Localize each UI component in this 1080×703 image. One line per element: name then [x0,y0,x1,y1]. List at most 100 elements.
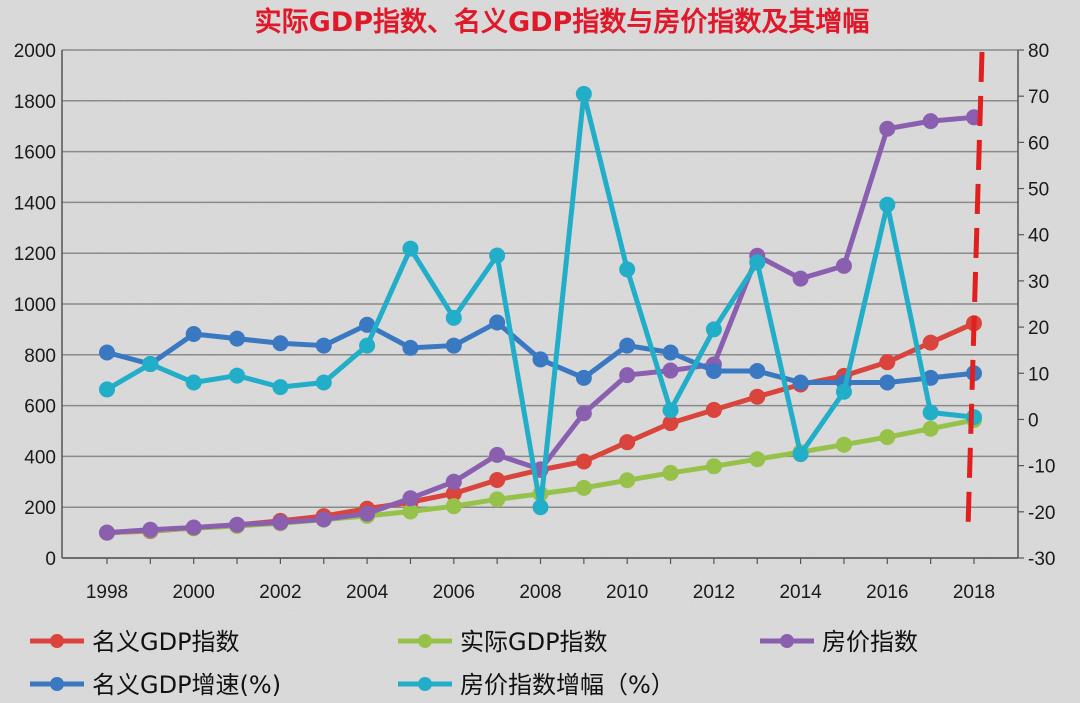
data-point [662,415,679,432]
data-point [402,490,419,507]
data-point [792,270,809,287]
data-point [662,464,679,481]
data-point [619,434,636,451]
data-point [879,354,896,371]
y-right-tick-label: 50 [1028,180,1049,201]
x-tick-label: 2010 [606,582,648,603]
data-point [489,247,506,264]
y-left-tick-label: 1800 [14,92,56,113]
data-point [879,196,896,213]
data-point [532,499,549,516]
data-point [662,362,679,379]
data-point [229,367,246,384]
legend-marker [50,634,64,648]
data-point [922,420,939,437]
data-point [835,436,852,453]
axes: 0200400600800100012001400160018002000-30… [14,41,1056,603]
data-point [272,335,289,352]
gridlines [62,49,1018,559]
y-right-tick-label: 20 [1028,318,1049,339]
data-point [575,405,592,422]
data-point [835,257,852,274]
data-point [619,472,636,489]
data-point [705,362,722,379]
data-point [445,473,462,490]
data-point [489,446,506,463]
data-point [489,314,506,331]
x-tick-label: 1998 [86,582,128,603]
legend-label: 房价指数 [822,628,918,656]
y-left-tick-label: 1200 [14,244,56,265]
y-right-tick-label: -10 [1028,457,1055,478]
legend-marker [50,677,64,691]
y-right-tick-label: 80 [1028,41,1049,62]
data-point [792,374,809,391]
data-point [445,309,462,326]
data-point [272,514,289,531]
series-4 [99,85,982,516]
data-point [229,330,246,347]
x-tick-label: 2008 [519,582,561,603]
data-point [142,356,159,373]
data-point [619,367,636,384]
data-point [749,362,766,379]
data-point [99,524,115,541]
y-left-tick-label: 2000 [14,41,56,62]
projection-line [965,51,985,529]
data-point [879,429,896,446]
y-right-tick-label: 70 [1028,87,1049,108]
y-right-tick-label: 30 [1028,272,1049,293]
y-left-tick-label: 0 [45,549,56,570]
x-tick-label: 2018 [953,582,995,603]
legend-label: 房价指数增幅（%） [460,671,675,699]
legend-marker [418,634,432,648]
data-point [142,521,159,538]
legend-label: 名义GDP增速(%) [92,671,281,699]
y-left-tick-label: 800 [24,346,56,367]
data-point [705,321,722,338]
x-tick-label: 2014 [779,582,822,603]
chart-title: 实际GDP指数、名义GDP指数与房价指数及其增幅 [255,6,870,38]
y-left-tick-label: 200 [24,498,56,519]
data-point [575,85,592,102]
legend-marker [780,634,794,648]
data-point [229,516,246,533]
data-point [749,451,766,468]
data-point [575,369,592,386]
data-point [445,498,462,515]
data-point [705,458,722,475]
data-point [272,379,289,396]
data-point [662,402,679,419]
y-left-tick-label: 1600 [14,143,56,164]
x-tick-label: 2016 [866,582,908,603]
x-tick-label: 2002 [259,582,301,603]
x-tick-label: 2004 [346,582,389,603]
data-point [705,401,722,418]
data-point [575,453,592,470]
y-right-tick-label: 10 [1028,364,1049,385]
x-tick-label: 2000 [173,582,215,603]
data-point [99,344,115,361]
y-right-tick-label: -20 [1028,503,1055,524]
data-point [532,351,549,368]
y-right-tick-label: 60 [1028,133,1049,154]
data-point [619,261,636,278]
data-point [445,337,462,354]
legend-marker [418,677,432,691]
y-right-tick-label: 0 [1028,410,1039,431]
data-point [879,374,896,391]
data-point [662,344,679,361]
y-left-tick-label: 1000 [14,295,56,316]
data-point [966,409,982,426]
data-point [185,374,202,391]
data-point [185,519,202,536]
data-point [99,381,115,398]
data-point [185,326,202,343]
data-point [922,404,939,421]
data-point [835,383,852,400]
projection-dash [965,51,985,529]
data-point [749,388,766,405]
